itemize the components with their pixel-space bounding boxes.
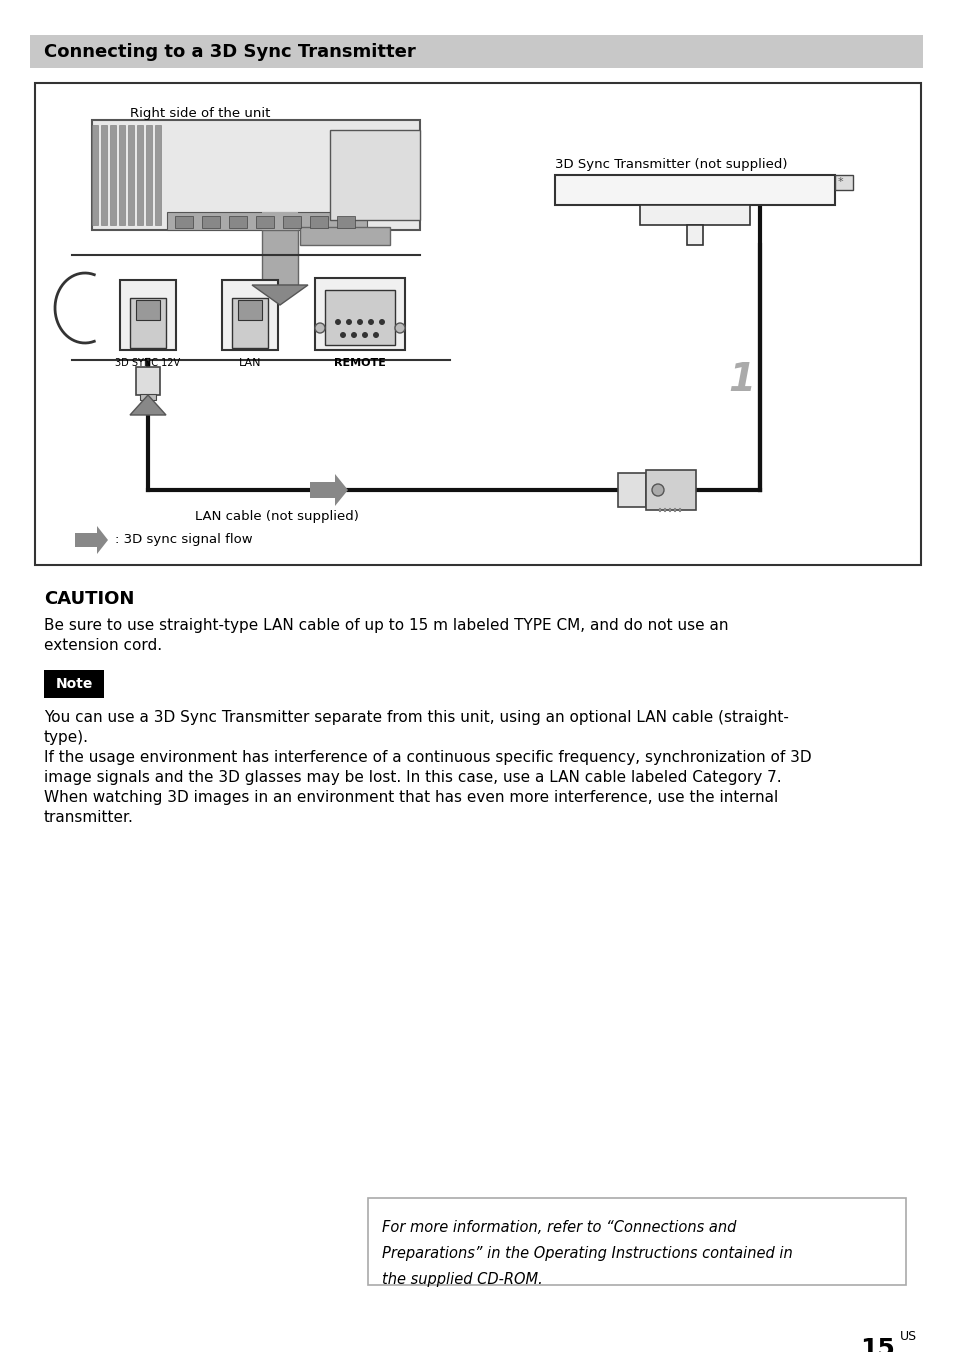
Polygon shape (310, 475, 348, 506)
Text: For more information, refer to “Connections and: For more information, refer to “Connecti… (381, 1220, 736, 1234)
Circle shape (368, 319, 374, 324)
Polygon shape (75, 526, 108, 554)
Bar (237, 300, 262, 320)
Bar (299, 227, 390, 245)
Text: image signals and the 3D glasses may be lost. In this case, use a LAN cable labe: image signals and the 3D glasses may be … (44, 771, 781, 786)
Circle shape (335, 319, 340, 324)
Bar (330, 130, 419, 220)
Text: transmitter.: transmitter. (44, 810, 133, 825)
Text: REMOTE: REMOTE (334, 358, 386, 368)
Text: Note: Note (55, 677, 92, 691)
Bar (101, 124, 107, 224)
Bar (336, 216, 355, 228)
Bar (130, 297, 166, 347)
Bar (30, 35, 923, 68)
Bar (35, 82, 920, 565)
Text: Connecting to a 3D Sync Transmitter: Connecting to a 3D Sync Transmitter (44, 43, 416, 61)
Text: 3D Sync Transmitter (not supplied): 3D Sync Transmitter (not supplied) (555, 158, 786, 170)
Bar (137, 124, 143, 224)
Circle shape (361, 333, 368, 338)
Text: You can use a 3D Sync Transmitter separate from this unit, using an optional LAN: You can use a 3D Sync Transmitter separa… (44, 710, 788, 725)
Text: Right side of the unit: Right side of the unit (130, 107, 270, 120)
Circle shape (351, 333, 356, 338)
Circle shape (339, 333, 346, 338)
Bar (834, 174, 852, 191)
Circle shape (378, 319, 385, 324)
Bar (140, 393, 156, 400)
Bar (618, 473, 645, 507)
Circle shape (356, 319, 363, 324)
Bar (128, 124, 133, 224)
Bar (174, 216, 193, 228)
Bar (555, 174, 834, 206)
Bar (136, 366, 160, 395)
Bar (310, 216, 328, 228)
Text: extension cord.: extension cord. (44, 638, 162, 653)
Bar (167, 212, 367, 230)
Text: US: US (899, 1330, 916, 1343)
Bar (255, 216, 274, 228)
Text: When watching 3D images in an environment that has even more interference, use t: When watching 3D images in an environmen… (44, 790, 778, 804)
Bar (368, 1198, 905, 1284)
Text: 3D SYNC 12V: 3D SYNC 12V (115, 358, 180, 368)
Bar (639, 206, 749, 224)
Text: LAN: LAN (238, 358, 261, 368)
Bar (91, 120, 419, 230)
Circle shape (651, 484, 663, 496)
Text: 15: 15 (860, 1337, 894, 1352)
Polygon shape (252, 285, 308, 306)
Bar (262, 230, 297, 285)
Bar (136, 300, 160, 320)
Text: type).: type). (44, 730, 89, 745)
Bar (44, 671, 104, 698)
Text: Be sure to use straight-type LAN cable of up to 15 m labeled TYPE CM, and do not: Be sure to use straight-type LAN cable o… (44, 618, 728, 633)
Circle shape (314, 323, 325, 333)
Bar (325, 289, 395, 345)
Bar (110, 124, 116, 224)
Circle shape (373, 333, 378, 338)
Bar (229, 216, 247, 228)
Text: : 3D sync signal flow: : 3D sync signal flow (115, 534, 253, 546)
Text: LAN cable (not supplied): LAN cable (not supplied) (194, 510, 358, 523)
Bar (314, 279, 405, 350)
Bar (202, 216, 220, 228)
Bar (232, 297, 268, 347)
Bar (120, 280, 175, 350)
Bar (91, 124, 98, 224)
Text: If the usage environment has interference of a continuous specific frequency, sy: If the usage environment has interferenc… (44, 750, 811, 765)
Bar (686, 224, 702, 245)
Circle shape (346, 319, 352, 324)
Bar (283, 216, 301, 228)
Polygon shape (130, 395, 166, 415)
Bar (146, 124, 152, 224)
Circle shape (395, 323, 405, 333)
Bar (222, 280, 277, 350)
Bar (154, 124, 161, 224)
Text: CAUTION: CAUTION (44, 589, 134, 608)
Bar (262, 212, 297, 230)
Bar (119, 124, 125, 224)
Text: Preparations” in the Operating Instructions contained in: Preparations” in the Operating Instructi… (381, 1247, 792, 1261)
Bar (645, 470, 696, 510)
Text: 1: 1 (728, 361, 755, 399)
Text: the supplied CD-ROM.: the supplied CD-ROM. (381, 1272, 542, 1287)
Text: *: * (837, 177, 841, 187)
